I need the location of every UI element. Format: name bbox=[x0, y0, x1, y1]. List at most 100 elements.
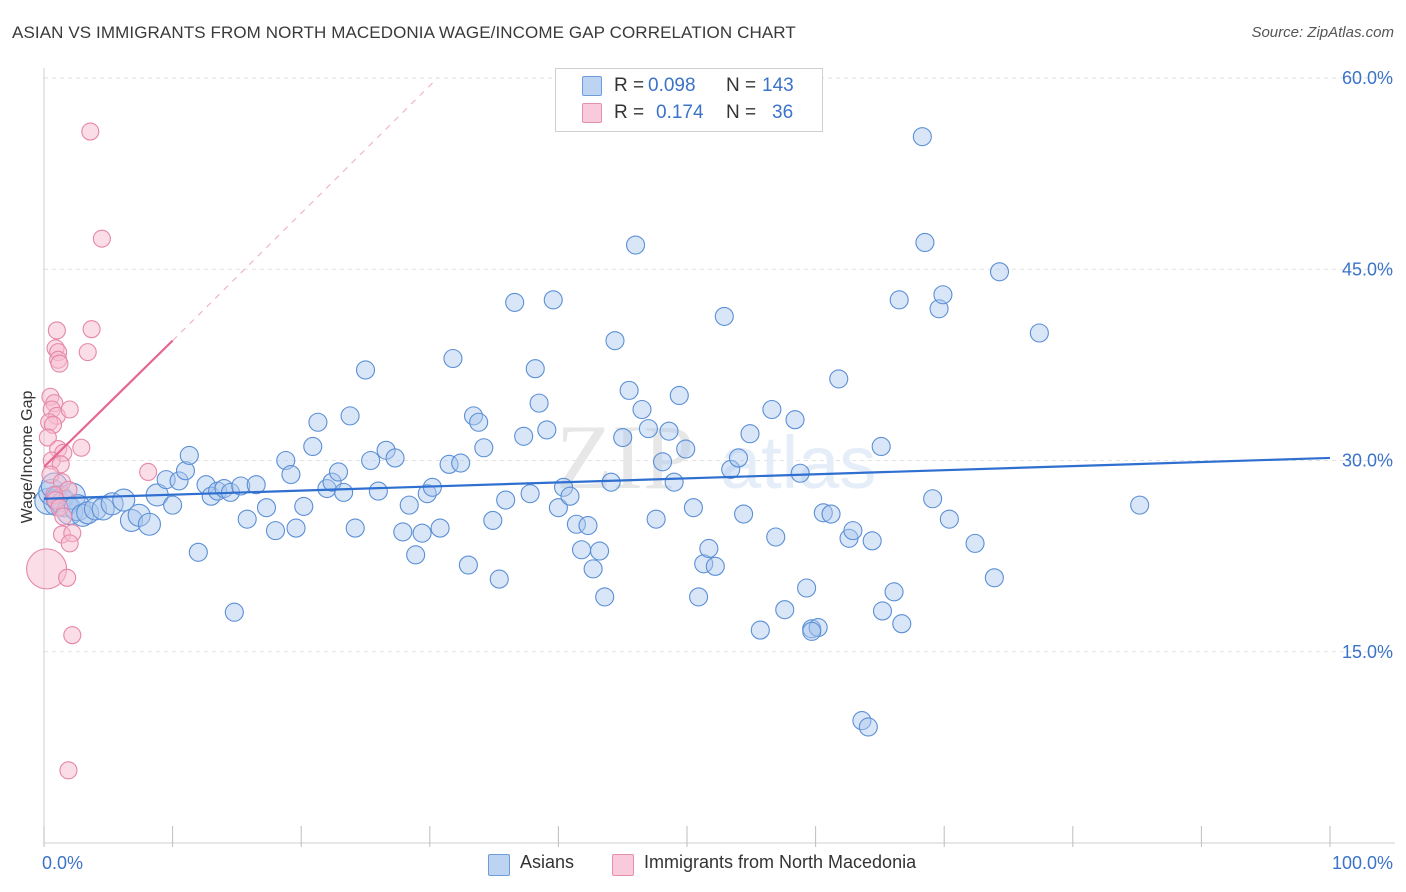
legend-n-label: N = bbox=[726, 102, 757, 123]
macedonia-point bbox=[59, 761, 78, 780]
asians-point bbox=[489, 569, 509, 589]
asians-point bbox=[430, 518, 450, 538]
asians-point bbox=[281, 464, 301, 485]
asians-point bbox=[933, 285, 953, 305]
asians-point bbox=[385, 448, 405, 468]
legend-row-asians: R = 0.098 N = 143 bbox=[556, 73, 822, 99]
macedonia-point bbox=[63, 626, 82, 645]
asians-point bbox=[525, 359, 545, 379]
asians-point bbox=[231, 476, 251, 496]
asians-point bbox=[355, 360, 376, 380]
asians-point bbox=[862, 531, 882, 551]
asians-point bbox=[112, 488, 136, 512]
asians-point bbox=[578, 515, 598, 536]
asians-point bbox=[451, 453, 471, 473]
asians-point bbox=[595, 587, 615, 607]
macedonia-point bbox=[82, 320, 101, 339]
x-tick-label: 100.0% bbox=[1332, 853, 1393, 873]
asians-point bbox=[334, 482, 354, 502]
asians-point bbox=[474, 438, 494, 458]
legend-swatch-pink bbox=[612, 854, 634, 876]
macedonia-point bbox=[50, 354, 69, 373]
legend-r-label: R = bbox=[614, 102, 645, 123]
asians-point bbox=[965, 533, 985, 553]
asians-point bbox=[613, 427, 633, 448]
asians-point bbox=[1130, 495, 1150, 515]
asians-point bbox=[393, 522, 413, 542]
asians-point bbox=[417, 484, 437, 504]
asians-point bbox=[514, 426, 534, 446]
macedonia-point bbox=[54, 507, 73, 526]
tick-labels: 15.0% 30.0% 45.0% 60.0% 0.0% 100.0% bbox=[42, 68, 1393, 873]
y-tick-label: 30.0% bbox=[1342, 451, 1393, 471]
macedonia-point bbox=[58, 568, 77, 587]
asians-point bbox=[714, 306, 734, 326]
asians-point bbox=[529, 393, 549, 413]
legend-n-label: N = bbox=[726, 75, 757, 96]
legend-row-macedonia: R = 0.174 N = 36 bbox=[556, 100, 822, 126]
asians-point bbox=[308, 412, 328, 432]
asians-point bbox=[537, 420, 557, 440]
asians-point bbox=[762, 399, 782, 420]
asians-point bbox=[694, 554, 714, 574]
asians-point bbox=[740, 424, 760, 444]
asians-point bbox=[989, 262, 1010, 282]
asians-point bbox=[560, 486, 580, 506]
asians-point bbox=[871, 436, 891, 457]
asians-point bbox=[605, 331, 625, 351]
asians-point bbox=[858, 717, 878, 737]
asians-point bbox=[721, 459, 741, 479]
asians-point bbox=[676, 439, 696, 459]
asians-point bbox=[443, 348, 463, 369]
asians-point bbox=[797, 578, 817, 598]
asians-point bbox=[543, 290, 563, 310]
asians-points bbox=[34, 127, 1150, 737]
macedonia-points bbox=[26, 122, 158, 780]
asians-trend-line bbox=[43, 456, 1331, 500]
watermark: ZIP atlas bbox=[556, 406, 876, 508]
asians-point bbox=[294, 496, 314, 516]
asians-point bbox=[590, 541, 610, 561]
asians-point bbox=[368, 481, 388, 501]
y-tick-label: 15.0% bbox=[1342, 642, 1393, 662]
asians-point bbox=[406, 545, 426, 565]
asians-point bbox=[785, 410, 805, 430]
asians-point bbox=[188, 542, 208, 562]
asians-point bbox=[790, 463, 810, 483]
asians-point bbox=[619, 380, 639, 400]
asians-point bbox=[872, 601, 893, 621]
asians-point bbox=[163, 495, 183, 515]
macedonia-point bbox=[47, 321, 66, 340]
asians-point bbox=[775, 600, 795, 620]
source-label: Source: ZipAtlas.com bbox=[1251, 24, 1394, 41]
asians-point bbox=[669, 385, 689, 406]
asians-point bbox=[632, 399, 652, 420]
macedonia-point bbox=[92, 229, 111, 248]
asians-point bbox=[601, 472, 621, 492]
asians-point bbox=[683, 498, 703, 518]
asians-point bbox=[237, 509, 257, 529]
macedonia-point bbox=[139, 462, 158, 482]
legend-swatch-pink bbox=[582, 103, 602, 123]
asians-point bbox=[463, 406, 484, 426]
asians-point bbox=[984, 568, 1004, 588]
asians-point bbox=[889, 290, 909, 310]
legend-label: Immigrants from North Macedonia bbox=[644, 852, 917, 872]
asians-point bbox=[548, 498, 568, 518]
asians-point bbox=[653, 452, 673, 472]
asians-point bbox=[689, 587, 709, 607]
asians-point bbox=[483, 510, 503, 530]
macedonia-point bbox=[60, 400, 79, 419]
asians-point bbox=[571, 540, 592, 560]
asians-point bbox=[638, 419, 658, 439]
x-tick-label: 0.0% bbox=[42, 853, 83, 873]
macedonia-point bbox=[81, 122, 100, 141]
macedonia-trend-line bbox=[43, 339, 174, 468]
asians-point bbox=[892, 614, 912, 634]
asians-point bbox=[829, 369, 849, 389]
legend-swatch-blue bbox=[488, 854, 510, 876]
macedonia-point bbox=[60, 534, 79, 553]
asians-point bbox=[496, 490, 516, 510]
asians-point bbox=[843, 521, 863, 541]
